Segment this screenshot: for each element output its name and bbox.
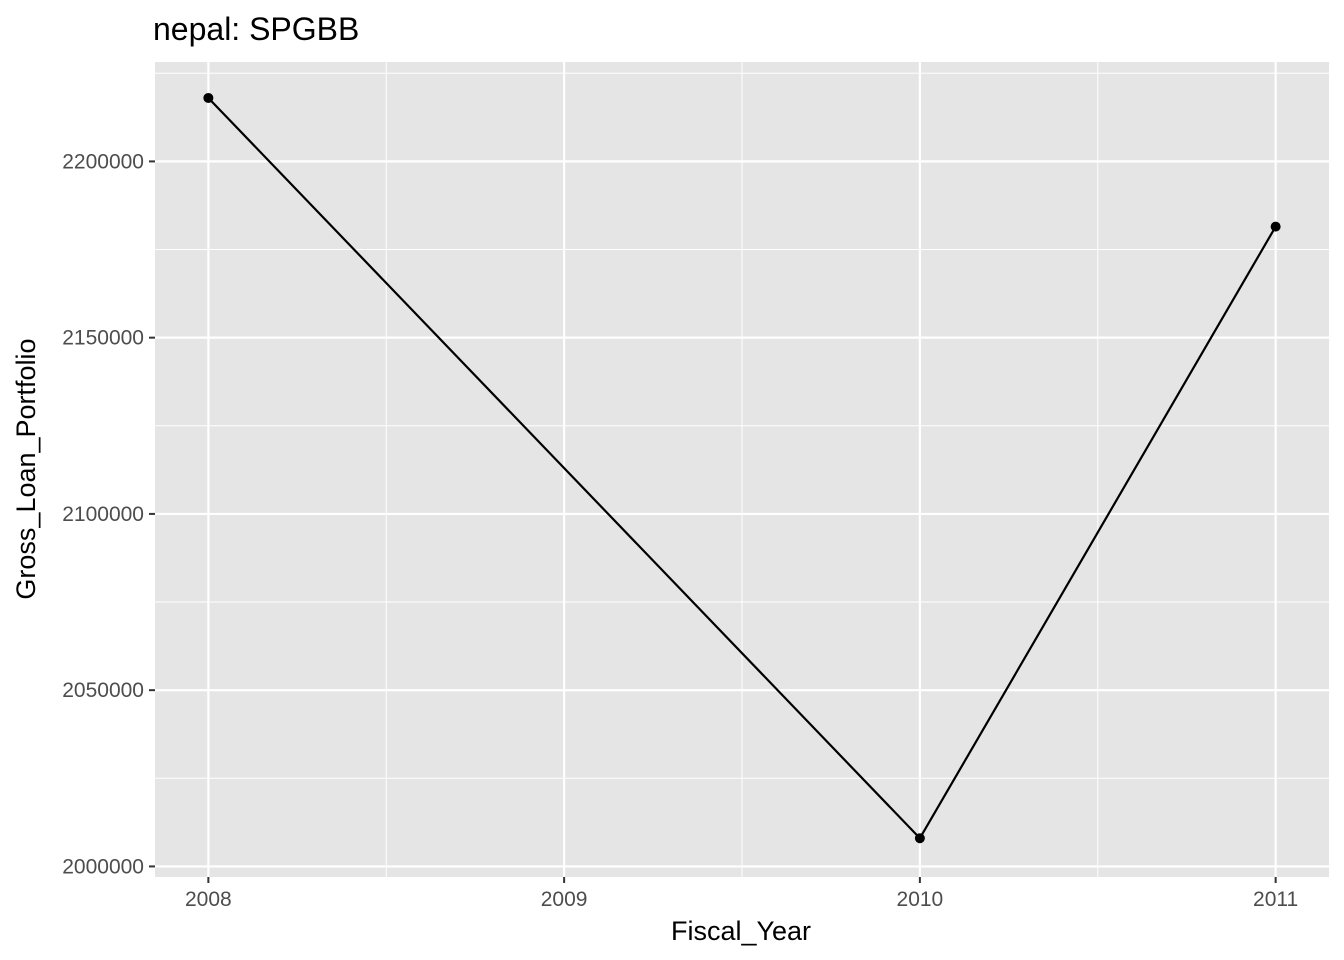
y-tick-label: 2100000	[62, 503, 144, 526]
x-tick-label: 2009	[541, 888, 588, 911]
data-point	[203, 92, 214, 103]
x-tick-label: 2008	[185, 888, 232, 911]
series	[203, 92, 1281, 844]
y-tick-label: 2200000	[62, 150, 144, 173]
data-point	[914, 833, 925, 844]
y-axis-title: Gross_Loan_Portfolio	[11, 338, 41, 599]
y-tick-label: 2150000	[62, 327, 144, 350]
chart-title: nepal: SPGBB	[153, 11, 359, 47]
x-tick-label: 2010	[897, 888, 944, 911]
minor-gridlines	[155, 62, 1329, 877]
axis-ticks: 2008 2009 2010 2011 2000000 2050000 2100000 215…	[62, 150, 1298, 911]
data-point	[1270, 221, 1281, 232]
y-tick-label: 2000000	[62, 855, 144, 878]
x-axis-title: Fiscal_Year	[671, 916, 811, 946]
y-tick-label: 2050000	[62, 679, 144, 702]
x-tick-label: 2011	[1253, 888, 1298, 911]
